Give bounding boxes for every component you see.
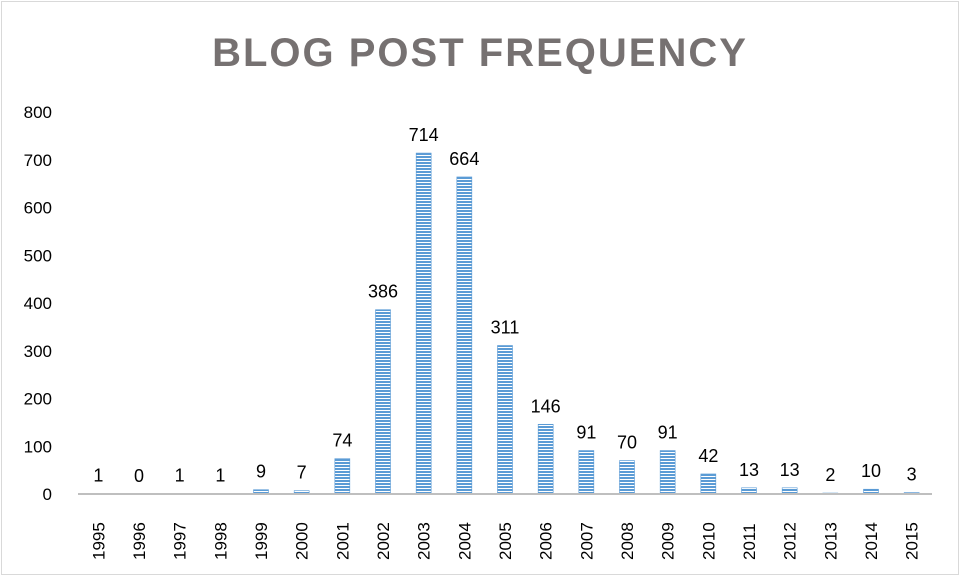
bar-2008 [619, 460, 635, 495]
chart-title: BLOG POST FREQUENCY [212, 31, 748, 75]
x-tick-label: 1996 [130, 522, 149, 560]
x-tick-label: 1995 [89, 522, 108, 560]
data-label-2003: 714 [409, 125, 439, 145]
data-label-2011: 13 [739, 460, 759, 480]
data-label-2002: 386 [368, 282, 398, 302]
y-tick-label: 400 [24, 294, 52, 313]
x-tick-label: 2002 [374, 522, 393, 560]
x-axis: 1995 1996 1997 1998 1999 2000 2001 2002 2003 2004… [89, 522, 921, 560]
x-tick-label: 1998 [211, 522, 230, 560]
x-tick-label: 2004 [455, 522, 474, 560]
data-label-2013: 2 [825, 465, 835, 485]
x-tick-label: 1999 [252, 522, 271, 560]
x-tick-label: 2013 [821, 522, 840, 560]
data-label-2004: 664 [449, 149, 479, 169]
x-tick-label: 2000 [293, 522, 312, 560]
data-label-2000: 7 [297, 463, 307, 483]
x-tick-label: 2014 [862, 522, 881, 560]
x-tick-label: 2015 [903, 522, 922, 560]
x-tick-label: 2005 [496, 522, 515, 560]
data-label-2008: 70 [617, 433, 637, 453]
bar-2003 [415, 152, 432, 495]
data-label-2015: 3 [907, 465, 917, 485]
data-label-2010: 42 [698, 446, 718, 466]
x-tick-label: 2006 [537, 522, 556, 560]
data-label-1998: 1 [215, 466, 225, 486]
data-label-1996: 0 [134, 466, 144, 486]
data-label-2006: 146 [531, 396, 561, 416]
data-label-2009: 91 [658, 423, 678, 443]
bar-2007 [578, 450, 595, 495]
y-tick-label: 600 [24, 199, 52, 218]
x-tick-label: 2011 [740, 523, 759, 560]
x-tick-label: 1997 [171, 522, 190, 560]
y-tick-label: 300 [24, 342, 52, 361]
x-tick-label: 2008 [618, 522, 637, 560]
x-tick-label: 2003 [415, 522, 434, 560]
bar-2010 [700, 473, 717, 495]
y-tick-label: 500 [24, 246, 52, 265]
x-tick-label: 2010 [699, 522, 718, 560]
bar-2009 [659, 450, 676, 495]
bars-group [90, 152, 920, 495]
bar-2006 [537, 423, 554, 495]
y-tick-label: 100 [24, 437, 52, 456]
data-label-2007: 91 [576, 423, 596, 443]
data-label-2012: 13 [780, 460, 800, 480]
y-tick-label: 800 [24, 103, 52, 122]
bar-2002 [375, 309, 391, 495]
y-tick-label: 0 [43, 485, 52, 504]
y-tick-label: 700 [24, 151, 52, 170]
data-label-1997: 1 [175, 466, 185, 486]
data-label-2005: 311 [491, 317, 520, 337]
bar-2001 [334, 458, 351, 495]
y-axis: 0 100 200 300 400 500 600 700 800 [24, 103, 52, 504]
data-label-1995: 1 [93, 466, 103, 486]
x-tick-label: 2001 [333, 522, 352, 560]
bar-2005 [497, 345, 513, 495]
y-tick-label: 200 [24, 390, 52, 409]
bar-2004 [456, 176, 473, 495]
x-tick-label: 2007 [577, 522, 596, 560]
x-tick-label: 2012 [781, 522, 800, 560]
data-label-1999: 9 [256, 462, 266, 482]
x-tick-label: 2009 [659, 522, 678, 560]
data-label-2014: 10 [861, 461, 881, 481]
data-label-2001: 74 [332, 431, 352, 451]
